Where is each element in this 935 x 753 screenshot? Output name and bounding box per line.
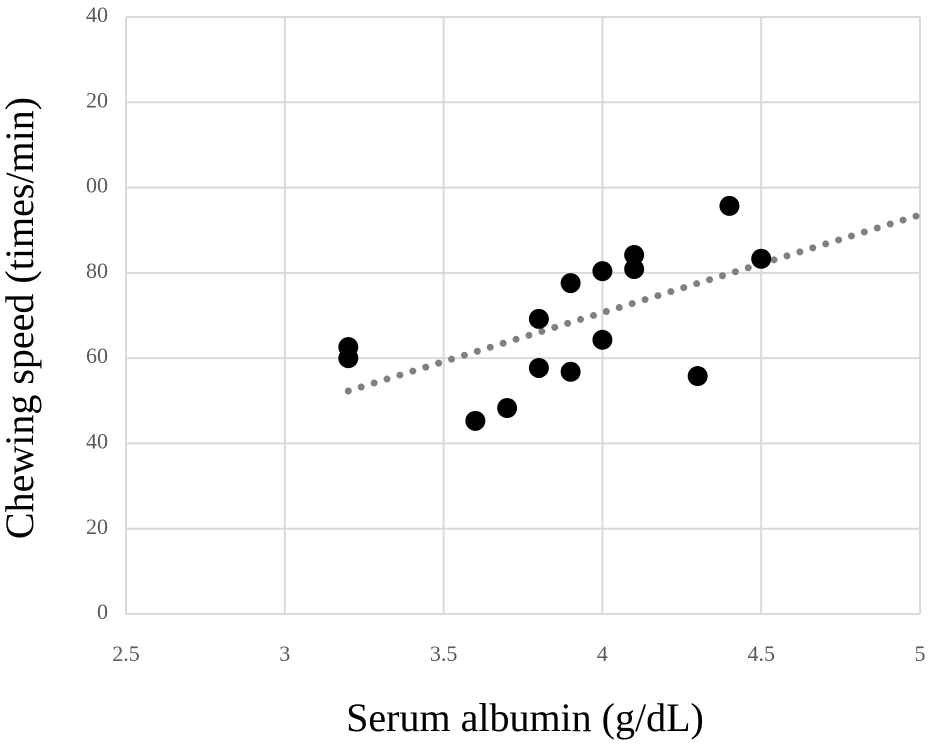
x-tick-label: 4 [597, 641, 608, 666]
data-point [592, 261, 613, 282]
data-point [592, 329, 613, 350]
y-tick-label: 40 [86, 428, 108, 453]
y-tick-label: 20 [86, 87, 108, 112]
data-point [751, 248, 772, 269]
data-point [624, 244, 645, 265]
y-tick-label: 20 [86, 514, 108, 539]
y-tick-label: 40 [86, 2, 108, 27]
x-tick-label: 3.5 [430, 641, 458, 666]
y-tick-label: 60 [86, 343, 108, 368]
data-point [497, 398, 518, 419]
x-tick-label: 3 [279, 641, 290, 666]
y-tick-label: 00 [86, 173, 108, 198]
x-axis-title: Serum albumin (g/dL) [346, 695, 704, 740]
data-point [465, 410, 486, 431]
x-tick-label: 4.5 [747, 641, 775, 666]
data-point [719, 195, 740, 216]
trendline [344, 211, 924, 395]
x-tick-label: 2.5 [112, 641, 140, 666]
data-point [560, 361, 581, 382]
data-point [338, 348, 359, 369]
y-axis-title: Chewing speed (times/min) [0, 97, 42, 539]
data-point [687, 366, 708, 387]
data-point [624, 259, 645, 280]
y-tick-label: 0 [97, 599, 108, 624]
x-tick-label: 5 [915, 641, 926, 666]
data-point [528, 308, 549, 329]
y-tick-label: 80 [86, 258, 108, 283]
data-point [560, 273, 581, 294]
data-point [528, 357, 549, 378]
